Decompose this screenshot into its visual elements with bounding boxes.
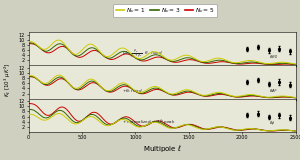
Legend: $N_\nu=1$, $N_\nu=3$, $N_\nu=5$: $N_\nu=1$, $N_\nu=3$, $N_\nu=5$: [113, 4, 217, 17]
Text: $\delta_\phi$: $\delta_\phi$: [269, 119, 275, 128]
Text: $\omega_b,\ \frac{\rho_b}{\rho_b+\rho_\nu},\ \theta,\ fixed$: $\omega_b,\ \frac{\rho_b}{\rho_b+\rho_\n…: [122, 49, 163, 61]
Text: $+\ \mathrm{normalized\ at}\ 4^\mathrm{th}\ \mathrm{peak}$: $+\ \mathrm{normalized\ at}\ 4^\mathrm{t…: [122, 118, 176, 128]
Text: $K_\ell\ [10^3\ \mu K^2]$: $K_\ell\ [10^3\ \mu K^2]$: [2, 63, 13, 97]
Text: $\delta A^s$: $\delta A^s$: [269, 87, 278, 95]
X-axis label: Multipole $\ell$: Multipole $\ell$: [142, 143, 182, 154]
Text: $\delta\theta_D$: $\delta\theta_D$: [269, 54, 278, 61]
Text: $+\theta_s\ fixed$: $+\theta_s\ fixed$: [122, 87, 143, 95]
